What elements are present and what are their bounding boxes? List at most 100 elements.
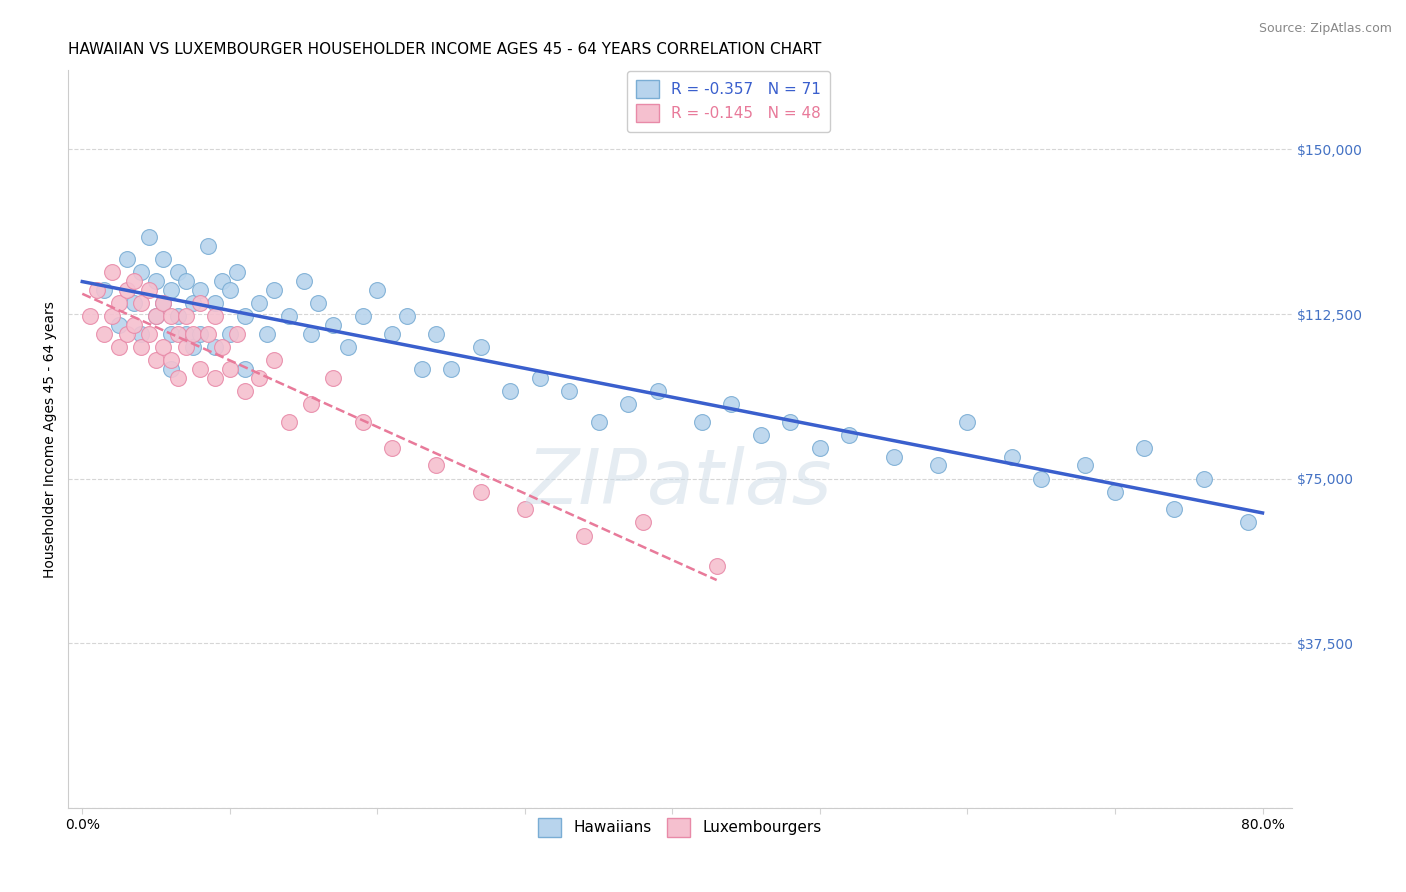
Point	[159, 326, 181, 341]
Point	[159, 353, 181, 368]
Point	[322, 370, 344, 384]
Point	[167, 265, 190, 279]
Point	[122, 274, 145, 288]
Point	[108, 318, 131, 332]
Point	[366, 283, 388, 297]
Point	[204, 370, 226, 384]
Point	[138, 326, 160, 341]
Point	[167, 370, 190, 384]
Point	[513, 502, 536, 516]
Point	[247, 370, 270, 384]
Point	[336, 340, 359, 354]
Point	[352, 415, 374, 429]
Point	[145, 274, 167, 288]
Point	[101, 265, 124, 279]
Point	[108, 340, 131, 354]
Point	[233, 362, 256, 376]
Point	[174, 340, 197, 354]
Point	[779, 415, 801, 429]
Point	[138, 283, 160, 297]
Point	[226, 265, 249, 279]
Point	[197, 239, 219, 253]
Point	[1236, 516, 1258, 530]
Point	[299, 326, 322, 341]
Point	[204, 309, 226, 323]
Point	[204, 340, 226, 354]
Point	[159, 362, 181, 376]
Point	[122, 318, 145, 332]
Point	[188, 326, 211, 341]
Point	[956, 415, 979, 429]
Point	[211, 274, 233, 288]
Point	[86, 283, 108, 297]
Point	[188, 362, 211, 376]
Point	[499, 384, 522, 398]
Point	[211, 340, 233, 354]
Point	[647, 384, 669, 398]
Point	[129, 340, 152, 354]
Point	[706, 559, 728, 574]
Point	[115, 252, 138, 267]
Point	[292, 274, 315, 288]
Point	[218, 283, 240, 297]
Point	[247, 296, 270, 310]
Point	[174, 274, 197, 288]
Point	[395, 309, 418, 323]
Point	[1031, 472, 1053, 486]
Point	[167, 326, 190, 341]
Point	[1074, 458, 1097, 473]
Point	[883, 450, 905, 464]
Point	[181, 326, 204, 341]
Point	[233, 384, 256, 398]
Point	[138, 230, 160, 244]
Point	[440, 362, 463, 376]
Point	[256, 326, 278, 341]
Point	[79, 309, 101, 323]
Point	[277, 309, 299, 323]
Point	[263, 283, 285, 297]
Point	[197, 326, 219, 341]
Point	[152, 252, 174, 267]
Point	[167, 309, 190, 323]
Point	[631, 516, 654, 530]
Point	[1001, 450, 1024, 464]
Point	[188, 283, 211, 297]
Point	[381, 326, 404, 341]
Point	[470, 340, 492, 354]
Point	[470, 484, 492, 499]
Point	[218, 362, 240, 376]
Point	[352, 309, 374, 323]
Point	[152, 296, 174, 310]
Point	[749, 427, 772, 442]
Text: HAWAIIAN VS LUXEMBOURGER HOUSEHOLDER INCOME AGES 45 - 64 YEARS CORRELATION CHART: HAWAIIAN VS LUXEMBOURGER HOUSEHOLDER INC…	[67, 42, 821, 57]
Point	[115, 326, 138, 341]
Point	[101, 309, 124, 323]
Point	[159, 283, 181, 297]
Point	[808, 441, 831, 455]
Point	[174, 309, 197, 323]
Point	[1163, 502, 1185, 516]
Point	[233, 309, 256, 323]
Point	[720, 397, 742, 411]
Point	[93, 283, 115, 297]
Point	[838, 427, 860, 442]
Point	[277, 415, 299, 429]
Point	[381, 441, 404, 455]
Point	[690, 415, 713, 429]
Text: Source: ZipAtlas.com: Source: ZipAtlas.com	[1258, 22, 1392, 36]
Point	[159, 309, 181, 323]
Point	[204, 296, 226, 310]
Point	[1104, 484, 1126, 499]
Point	[174, 326, 197, 341]
Point	[181, 340, 204, 354]
Point	[188, 296, 211, 310]
Legend: Hawaiians, Luxembourgers: Hawaiians, Luxembourgers	[530, 811, 830, 845]
Point	[572, 528, 595, 542]
Point	[129, 265, 152, 279]
Point	[145, 309, 167, 323]
Point	[181, 296, 204, 310]
Point	[529, 370, 551, 384]
Text: ZIPatlas: ZIPatlas	[527, 446, 832, 520]
Point	[927, 458, 949, 473]
Point	[425, 458, 447, 473]
